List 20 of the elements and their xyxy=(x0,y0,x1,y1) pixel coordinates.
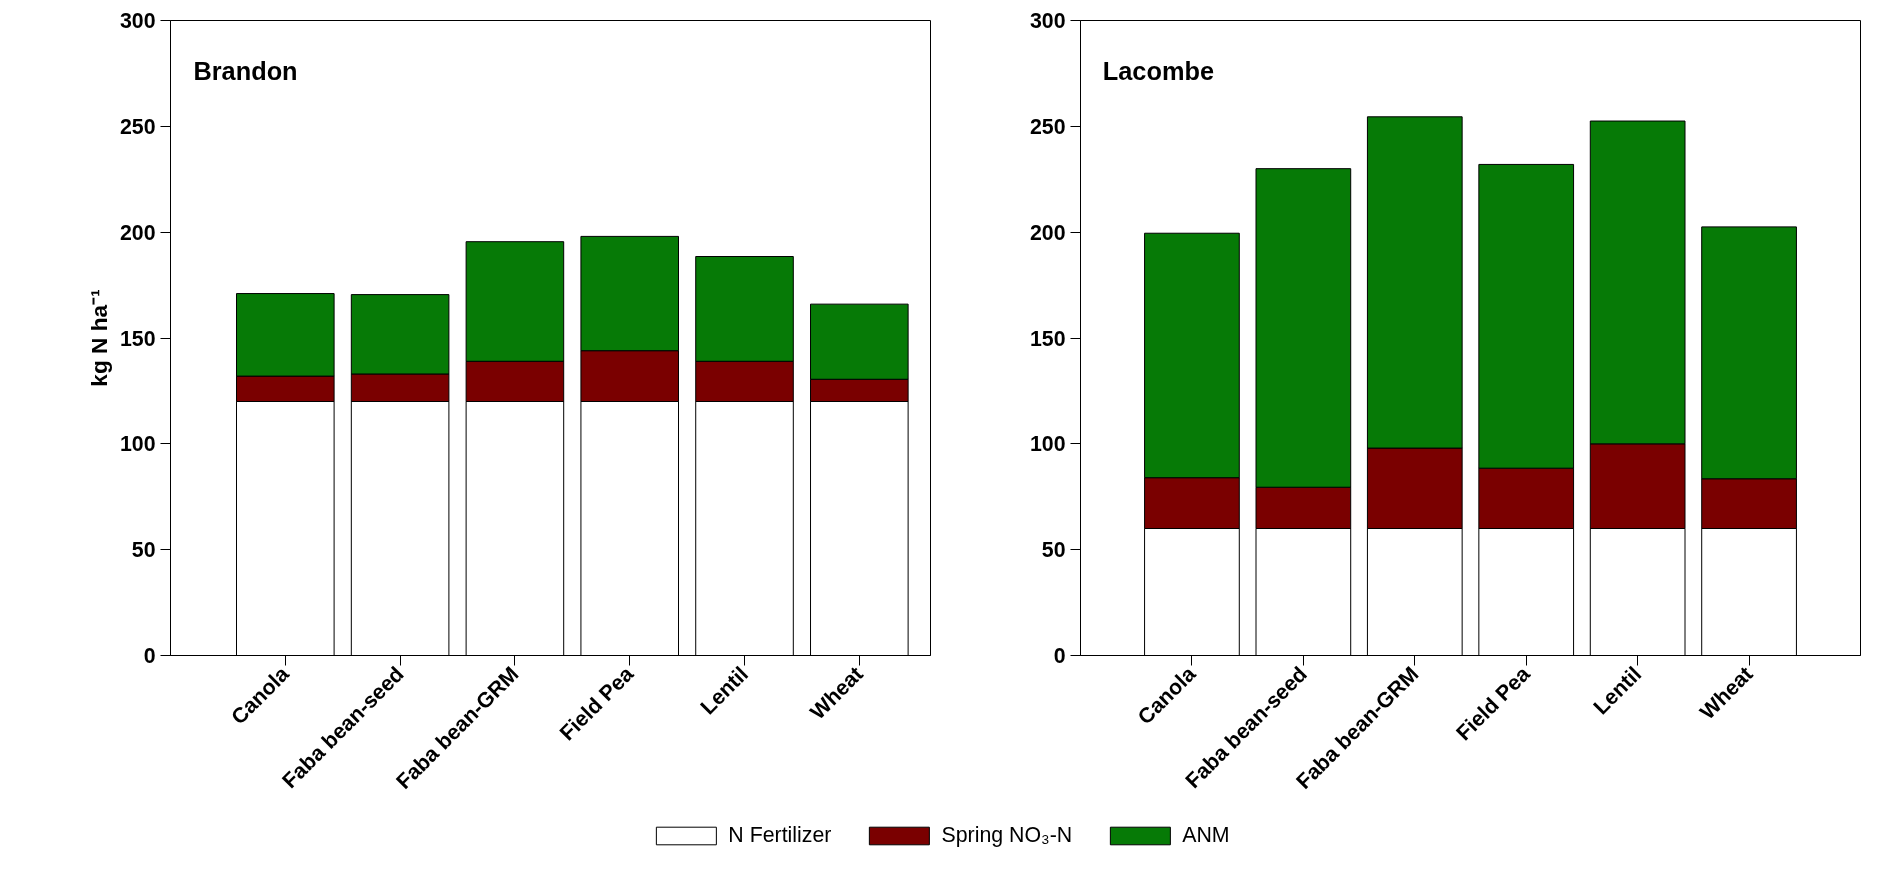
y-tick-label: 0 xyxy=(1053,644,1066,668)
y-tick-label: 150 xyxy=(119,326,156,351)
y-tick-label: 100 xyxy=(1029,432,1066,457)
text: Brandon xyxy=(193,57,298,86)
y-tick-label: 200 xyxy=(119,220,156,245)
y-tick-label: 300 xyxy=(119,9,156,33)
text: Lacombe xyxy=(1102,57,1214,86)
legend-label: N Fertilizer xyxy=(728,822,832,848)
y-axis-title: kg N ha⁻¹ xyxy=(85,289,112,387)
y-tick-label: 150 xyxy=(1029,326,1066,351)
y-tick-label: 250 xyxy=(119,114,156,139)
legend-label: ANM xyxy=(1182,822,1230,848)
y-tick-label: 300 xyxy=(1029,9,1066,33)
y-tick-label: 100 xyxy=(119,432,156,457)
y-tick-label: 50 xyxy=(131,538,156,563)
y-tick-label: 0 xyxy=(143,644,156,668)
y-tick-label: 250 xyxy=(1029,114,1066,139)
y-tick-label: 200 xyxy=(1029,220,1066,245)
legend-label: Spring NO₃-N xyxy=(941,822,1073,848)
y-tick-label: 50 xyxy=(1041,538,1066,563)
